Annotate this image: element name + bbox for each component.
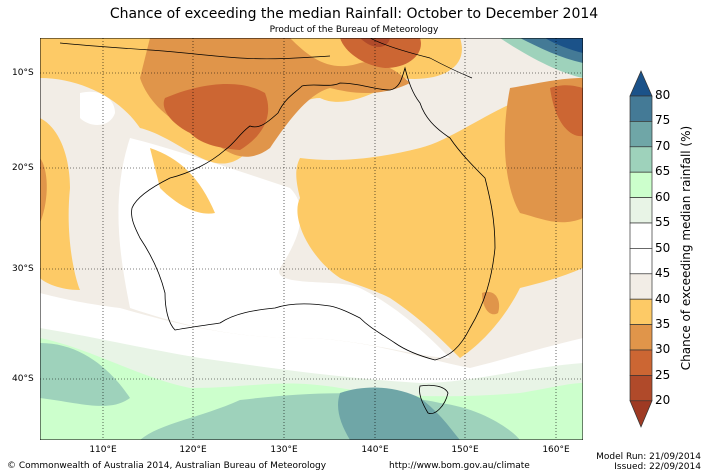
colorbar-tick: 75 [655, 113, 671, 127]
lon-label: 160°E [542, 445, 570, 455]
lon-label: 120°E [179, 445, 207, 455]
colorbar-title: Chance of exceeding median rainfall (%) [679, 125, 693, 371]
colorbar-tick: 20 [655, 393, 671, 407]
chart-subtitle: Product of the Bureau of Meteorology [269, 25, 439, 35]
region-45-55-nw [80, 91, 115, 125]
lat-label: 40°S [12, 374, 34, 384]
lat-label: 10°S [12, 68, 34, 78]
colorbar-over [629, 70, 653, 97]
colorbar-tick: 35 [655, 317, 671, 331]
lon-label: 110°E [89, 445, 117, 455]
model-run-text: Model Run: 21/09/2014 [596, 452, 701, 462]
issued-text: Issued: 22/09/2014 [614, 462, 701, 472]
colorbar [629, 70, 653, 428]
colorbar-tick: 65 [655, 164, 671, 178]
region-35-40-central [150, 148, 215, 214]
lon-label: 140°E [361, 445, 389, 455]
colorbar-tick: 30 [655, 342, 671, 356]
colorbar-tick: 40 [655, 292, 671, 306]
tasmania-coastline [419, 384, 449, 414]
colorbar-under [629, 400, 653, 428]
lat-label: 30°S [12, 264, 34, 274]
region-35-40-west [40, 118, 80, 290]
region-30-35-se [482, 291, 500, 315]
colorbar-tick: 25 [655, 368, 671, 382]
region-70-75 [338, 387, 460, 440]
gridlines [40, 38, 583, 440]
colorbar-tick: 45 [655, 266, 671, 280]
region-25-30-top [340, 38, 421, 68]
climate-url-link[interactable]: http://www.bom.gov.au/climate [389, 461, 530, 471]
colorbar-tick: 60 [655, 190, 671, 204]
colorbar-tick: 80 [655, 88, 671, 102]
rainfall-map [40, 38, 583, 440]
copyright-text: © Commonwealth of Australia 2014, Austra… [7, 461, 327, 471]
colorbar-tick: 55 [655, 215, 671, 229]
region-30-35-west [40, 158, 47, 223]
colorbar-tick: 70 [655, 139, 671, 153]
lat-label: 20°S [12, 163, 34, 173]
lon-label: 130°E [270, 445, 298, 455]
lon-label: 150°E [451, 445, 479, 455]
region-25-30-east [550, 85, 583, 137]
indonesia-coastline [59, 42, 331, 60]
region-20-25-top [360, 38, 390, 48]
australia-coastline [131, 66, 496, 361]
chart-title: Chance of exceeding the median Rainfall:… [109, 6, 599, 22]
region-over-80-ne [545, 38, 583, 53]
colorbar-tick: 50 [655, 241, 671, 255]
